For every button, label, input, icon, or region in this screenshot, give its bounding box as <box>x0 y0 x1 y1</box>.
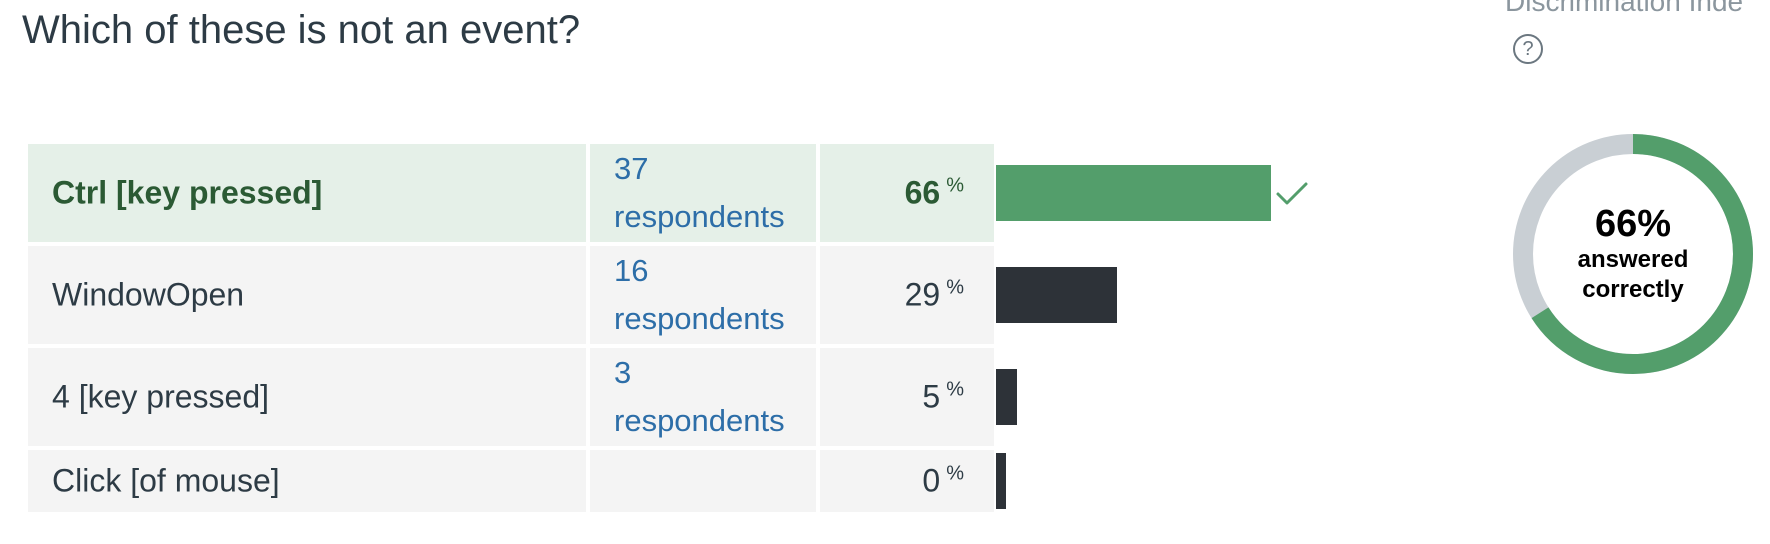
question-title: Which of these is not an event? <box>22 8 581 52</box>
percent-cell: 0% <box>820 450 994 512</box>
respondent-count: 3 <box>614 355 632 390</box>
percent-cell: 29% <box>820 246 994 344</box>
answer-cell: 4 [key pressed] <box>28 348 586 446</box>
donut-chart <box>1513 134 1753 374</box>
percent-cell: 66% <box>820 144 994 242</box>
response-bar-correct <box>996 165 1271 221</box>
help-glyph: ? <box>1522 38 1534 60</box>
percent-number: 5 <box>922 378 941 415</box>
response-bar <box>996 369 1017 425</box>
check-icon <box>1276 182 1308 205</box>
respondent-count-cell: 3 respondents <box>590 348 816 446</box>
discrimination-index-label: Discrimination Inde <box>1505 0 1744 17</box>
respondent-suffix: respondents <box>614 403 785 438</box>
respondent-count-cell <box>590 450 816 512</box>
percent-value: 5% <box>922 379 964 416</box>
donut-percent: 66% <box>1594 203 1672 245</box>
percent-value: 66% <box>905 175 964 212</box>
answer-text: Ctrl [key pressed] <box>52 174 323 211</box>
percent-sign: % <box>946 462 964 485</box>
percent-cell: 5% <box>820 348 994 446</box>
respondent-count-link[interactable]: 37 respondents <box>614 145 785 241</box>
percent-value: 0% <box>922 463 964 500</box>
donut-center: 66% answered correctly <box>1510 131 1756 377</box>
percent-number: 0 <box>922 462 941 499</box>
donut-label-line1: answered <box>1577 246 1689 273</box>
answer-text: 4 [key pressed] <box>52 378 269 415</box>
percent-sign: % <box>946 174 964 197</box>
respondent-count-link[interactable]: 16 respondents <box>614 247 785 343</box>
answer-cell: Click [of mouse] <box>28 450 586 512</box>
percent-sign: % <box>946 378 964 401</box>
response-bar <box>996 267 1117 323</box>
respondent-suffix: respondents <box>614 301 785 336</box>
respondent-count: 37 <box>614 151 649 186</box>
respondent-count-link[interactable]: 3 respondents <box>614 349 785 445</box>
percent-value: 29% <box>905 277 964 314</box>
answer-text: WindowOpen <box>52 276 245 313</box>
donut-label-line2: correctly <box>1582 276 1684 303</box>
percent-number: 66 <box>904 174 941 211</box>
answer-text: Click [of mouse] <box>52 462 280 499</box>
respondent-count: 16 <box>614 253 649 288</box>
response-bar <box>996 453 1006 509</box>
donut-correct-arc <box>1513 134 1753 374</box>
respondent-count-cell: 16 respondents <box>590 246 816 344</box>
correct-rate-donut: 66% answered correctly <box>1510 131 1756 377</box>
percent-number: 29 <box>904 276 941 313</box>
answer-cell: WindowOpen <box>28 246 586 344</box>
respondent-count-cell: 37 respondents <box>590 144 816 242</box>
answer-cell: Ctrl [key pressed] <box>28 144 586 242</box>
respondent-suffix: respondents <box>614 199 785 234</box>
help-icon[interactable]: ? <box>1513 34 1543 64</box>
percent-sign: % <box>946 276 964 299</box>
